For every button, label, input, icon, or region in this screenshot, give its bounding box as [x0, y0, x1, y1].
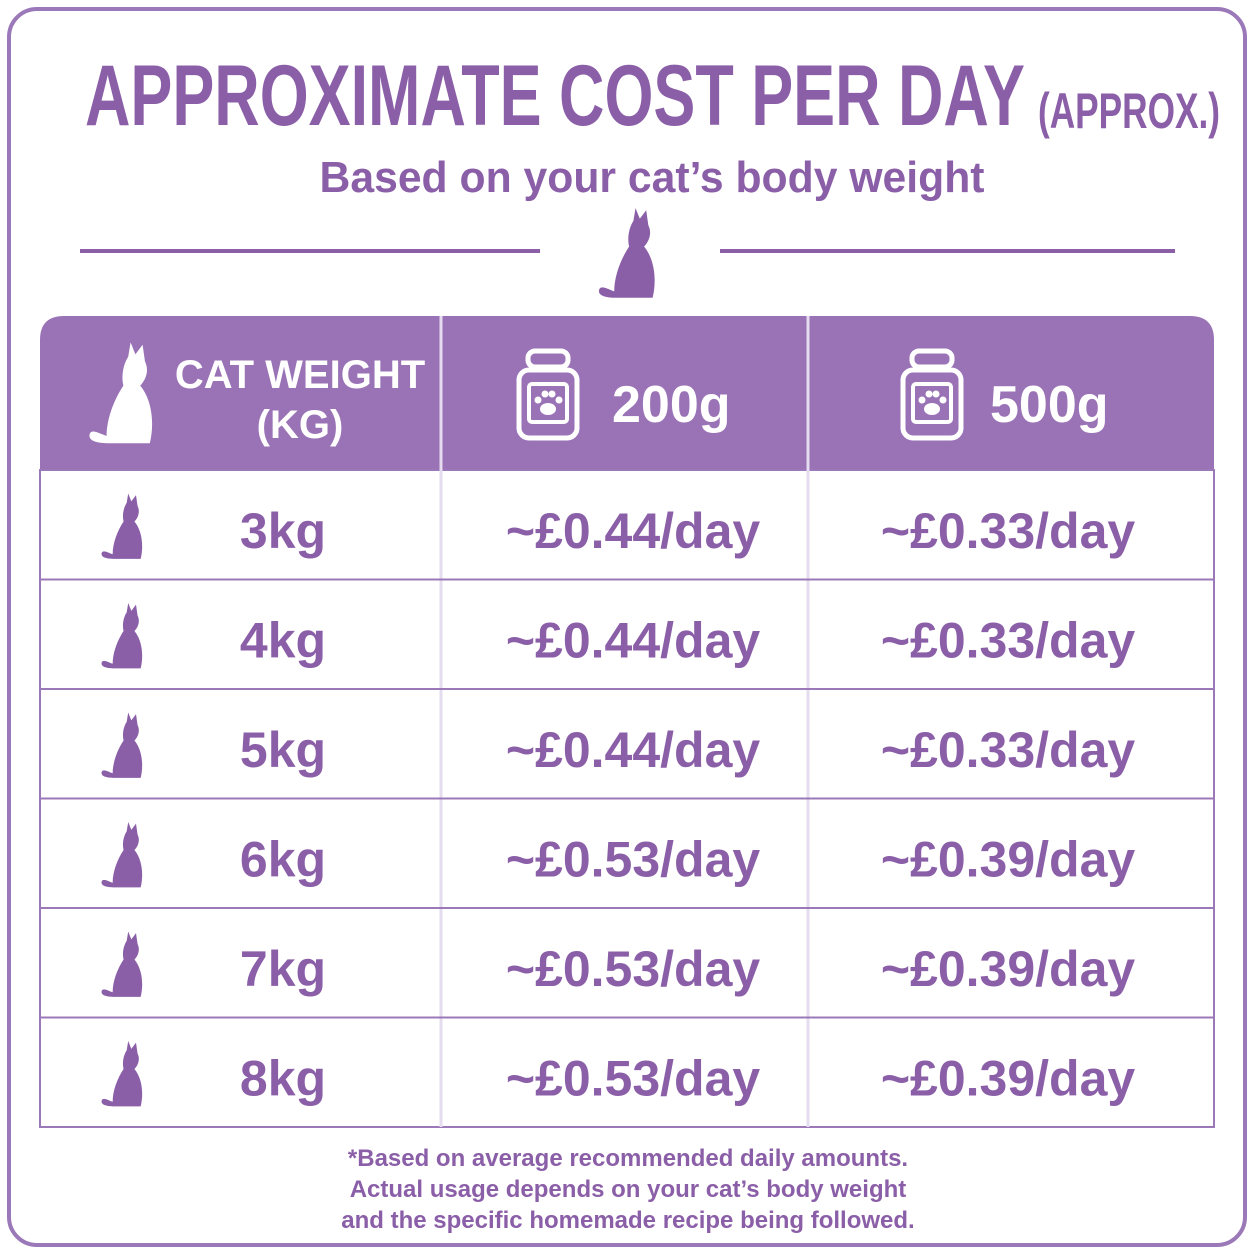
column-header: CAT WEIGHT [175, 353, 425, 397]
weight-cell: 6kg [240, 832, 326, 888]
subtitle: Based on your cat’s body weight [320, 153, 985, 202]
cost-cell: ~£0.44/day [506, 503, 761, 559]
cost-cell: ~£0.44/day [506, 722, 761, 778]
weight-cell: 4kg [240, 613, 326, 669]
footnote: *Based on average recommended daily amou… [341, 1145, 914, 1234]
weight-cell: 3kg [240, 503, 326, 559]
title-suffix: (APPROX.) [1038, 83, 1220, 139]
cost-cell: ~£0.39/day [881, 832, 1136, 888]
cost-cell: ~£0.53/day [506, 1051, 761, 1107]
table-header [40, 316, 1214, 470]
weight-cell: 7kg [240, 941, 326, 997]
cost-cell: ~£0.39/day [881, 1051, 1136, 1107]
weight-cell: 5kg [240, 722, 326, 778]
footnote-line: and the specific homemade recipe being f… [341, 1207, 914, 1234]
footnote-line: Actual usage depends on your cat’s body … [350, 1176, 907, 1203]
column-header: 200g [612, 376, 731, 434]
weight-cell: 8kg [240, 1051, 326, 1107]
cost-cell: ~£0.33/day [881, 722, 1136, 778]
column-header: (KG) [257, 403, 344, 447]
cost-cell: ~£0.39/day [881, 941, 1136, 997]
footnote-line: *Based on average recommended daily amou… [348, 1145, 908, 1172]
cost-cell: ~£0.44/day [506, 613, 761, 669]
cost-cell: ~£0.33/day [881, 613, 1136, 669]
cost-cell: ~£0.53/day [506, 941, 761, 997]
column-header: 500g [990, 376, 1109, 434]
table: CAT WEIGHT (KG) 200g 500g 3kg ~£0.44/day ~£0.3… [39, 316, 1215, 1128]
cost-cell: ~£0.53/day [506, 832, 761, 888]
cost-cell: ~£0.33/day [881, 503, 1136, 559]
title: APPROXIMATE COST PER DAY [85, 48, 1025, 144]
